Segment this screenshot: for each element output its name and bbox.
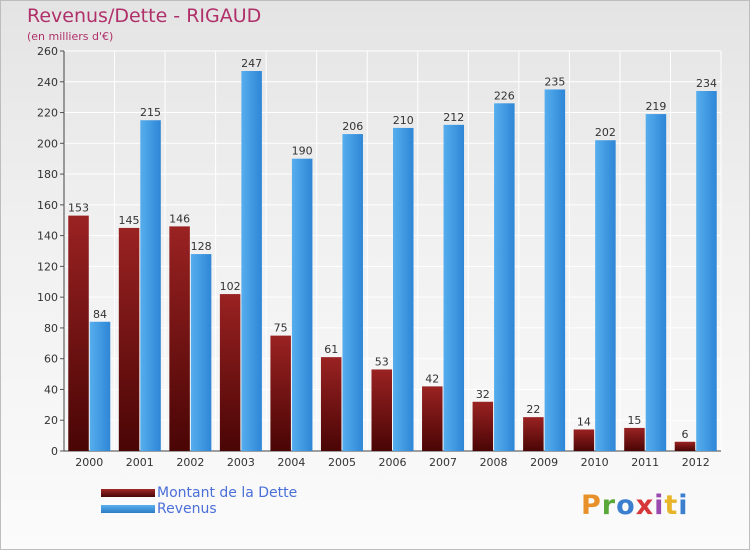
- x-tick-label: 2005: [328, 456, 356, 469]
- bar-revenus: [89, 321, 111, 451]
- bar-revenus: [544, 89, 566, 451]
- x-tick-label: 2008: [480, 456, 508, 469]
- x-tick-label: 2003: [227, 456, 255, 469]
- data-label-dette: 53: [375, 355, 389, 368]
- grid-lines: [63, 50, 722, 452]
- y-tick-label: 120: [37, 260, 58, 273]
- data-label-revenus: 215: [140, 106, 161, 119]
- y-tick-label: 20: [44, 414, 58, 427]
- chart-title: Revenus/Dette - RIGAUD: [27, 5, 262, 27]
- bar-dette: [573, 429, 595, 451]
- y-tick-label: 180: [37, 168, 58, 181]
- x-tick-label: 2012: [682, 456, 710, 469]
- data-label-dette: 32: [476, 388, 490, 401]
- y-tick-label: 260: [37, 45, 58, 58]
- data-label-dette: 14: [577, 415, 591, 428]
- bar-revenus: [241, 71, 262, 451]
- data-label-dette: 145: [119, 214, 140, 227]
- chart-subtitle: (en milliers d'€): [27, 30, 114, 43]
- data-label-revenus: 128: [191, 240, 212, 253]
- bar-revenus: [443, 124, 465, 451]
- bar-revenus: [595, 140, 616, 451]
- legend-swatch-dette: [101, 489, 155, 497]
- data-label-revenus: 226: [494, 89, 515, 102]
- bar-revenus: [190, 254, 212, 451]
- bar-dette: [674, 441, 696, 451]
- x-tick-label: 2007: [429, 456, 457, 469]
- y-tick-label: 100: [37, 291, 58, 304]
- x-tick-label: 2001: [126, 456, 154, 469]
- data-label-dette: 6: [681, 428, 688, 441]
- data-label-dette: 42: [425, 372, 439, 385]
- data-label-revenus: 206: [342, 120, 363, 133]
- bar-revenus: [140, 120, 161, 451]
- x-tick-label: 2006: [379, 456, 407, 469]
- bar-revenus: [393, 127, 414, 451]
- data-label-revenus: 84: [93, 308, 107, 321]
- data-label-dette: 102: [220, 280, 241, 293]
- bar-revenus: [494, 103, 515, 452]
- y-tick-label: 240: [37, 76, 58, 89]
- data-labels: 1538414521514612810224775190612065321042…: [68, 57, 717, 441]
- bar-dette: [320, 357, 342, 451]
- x-tick-label: 2004: [277, 456, 305, 469]
- bar-dette: [118, 227, 140, 451]
- bar-revenus: [342, 134, 363, 452]
- bar-dette: [371, 369, 392, 451]
- y-tick-label: 40: [44, 383, 58, 396]
- bar-dette: [523, 417, 544, 451]
- bar-dette: [472, 401, 494, 451]
- y-tick-label: 140: [37, 230, 58, 243]
- x-tick-label: 2002: [176, 456, 204, 469]
- y-tick-label: 160: [37, 199, 58, 212]
- data-label-revenus: 202: [595, 126, 616, 139]
- proxiti-logo: Proxiti: [581, 490, 689, 521]
- bar-dette: [219, 294, 241, 451]
- x-tick-label: 2010: [581, 456, 609, 469]
- y-tick-label: 200: [37, 137, 58, 150]
- legend-swatch-revenus: [101, 505, 155, 513]
- data-label-revenus: 235: [544, 75, 565, 88]
- data-label-revenus: 247: [241, 57, 262, 70]
- data-label-dette: 153: [68, 202, 89, 215]
- x-tick-label: 2000: [75, 456, 103, 469]
- y-tick-label: 60: [44, 353, 58, 366]
- data-label-dette: 15: [627, 414, 641, 427]
- bar-dette: [270, 335, 291, 451]
- bar-dette: [422, 386, 443, 451]
- legend-label-revenus: Revenus: [157, 501, 217, 517]
- bar-dette: [169, 226, 190, 451]
- legend-label-dette: Montant de la Dette: [157, 485, 298, 501]
- x-tick-label: 2009: [530, 456, 558, 469]
- bar-revenus: [645, 114, 667, 452]
- y-tick-label: 80: [44, 322, 58, 335]
- bar-dette: [68, 215, 89, 451]
- axes: 0 20 40 60 80 100 120 140 160 180 200 220 240 260 2000…: [37, 45, 721, 469]
- data-label-dette: 146: [169, 212, 190, 225]
- data-label-revenus: 210: [393, 114, 414, 127]
- x-tick-label: 2011: [631, 456, 659, 469]
- data-label-revenus: 190: [292, 145, 313, 158]
- bars: [68, 71, 717, 452]
- data-label-dette: 22: [526, 403, 540, 416]
- data-label-revenus: 234: [696, 77, 717, 90]
- y-tick-label: 0: [51, 445, 58, 458]
- data-label-revenus: 212: [443, 111, 464, 124]
- bar-revenus: [696, 91, 717, 451]
- bar-dette: [624, 427, 645, 451]
- data-label-dette: 61: [324, 343, 338, 356]
- data-label-revenus: 219: [645, 100, 666, 113]
- bar-revenus: [291, 158, 313, 451]
- data-label-dette: 75: [274, 322, 288, 335]
- y-tick-label: 220: [37, 107, 58, 120]
